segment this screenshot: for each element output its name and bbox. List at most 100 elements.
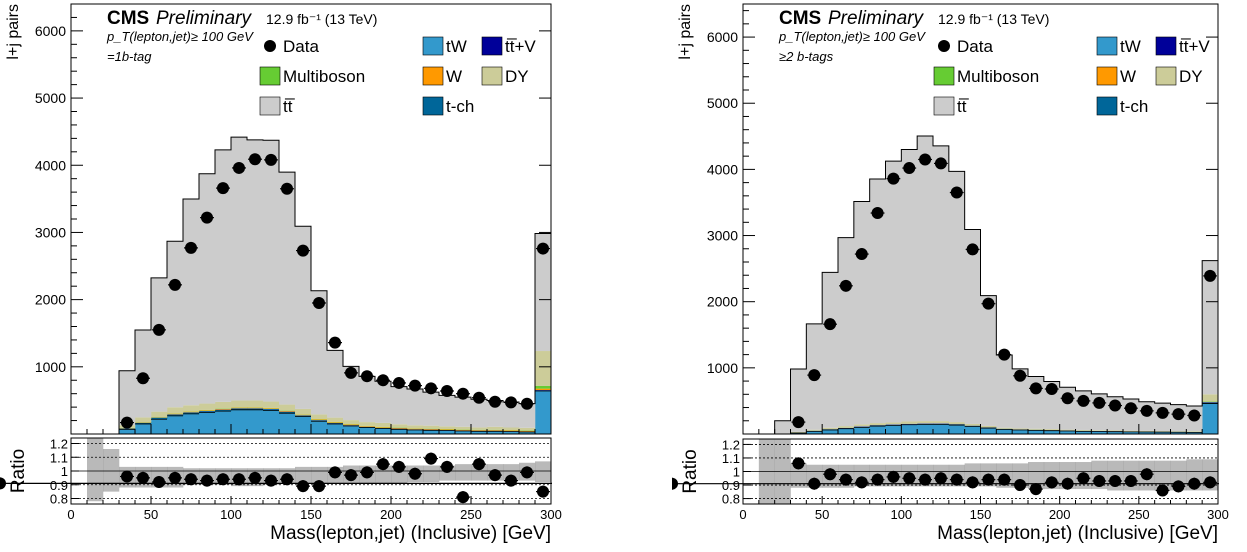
bar-tw-7 [869,426,886,434]
ratio-point-25 [1156,484,1169,497]
legend-data-marker [938,40,950,52]
ratio-band-1 [103,449,120,492]
bar-dy-24 [1138,430,1155,432]
bar-ttbar-22 [439,395,456,427]
data-point-10 [919,153,932,166]
ratio-point-16 [345,469,357,482]
ratio-point-16 [1014,479,1027,492]
bar-dy-4 [822,427,839,430]
bar-ttbar-11 [263,140,280,402]
data-point-9 [233,161,245,174]
xtick-label-2: 100 [890,507,912,522]
ratio-point-6 [185,473,197,486]
bar-tw-4 [822,430,839,434]
ratio-point-4 [824,468,837,481]
data-point-13 [966,243,979,256]
bar-w-25 [487,430,504,431]
bar-ttbar-1 [774,420,791,434]
data-point-25 [1156,406,1169,419]
bar-dy-15 [996,427,1013,429]
ratio-point-18 [1045,476,1058,489]
bar-ttbar-7 [199,173,216,404]
bar-ttbar-16 [1012,368,1029,429]
data-point-16 [1014,369,1027,382]
bar-tch-9 [231,408,248,410]
bar-dy-2 [790,431,807,433]
data-point-11 [934,157,947,170]
bar-tw-10 [247,409,264,434]
data-point-20 [1077,394,1090,407]
bar-dy-18 [1043,429,1060,431]
data-point-22 [441,385,453,397]
legend-multiboson-swatch [259,66,281,86]
ratio-point-20 [1077,472,1090,485]
ytick-label-3: 4000 [35,157,66,173]
bar-tw-3 [135,423,152,434]
data-point-7 [871,207,884,220]
xtick-label-2: 100 [220,507,242,522]
bar-tw-15 [996,429,1013,434]
ratio-point-8 [217,473,229,486]
bar-tw-27 [1186,432,1203,434]
lumi-label: 12.9 fb⁻¹ (13 TeV) [938,11,1049,27]
bar-w-20 [407,428,424,430]
bar-dy-3 [135,417,152,423]
ratio-band-23 [455,464,472,481]
data-point-16 [345,366,357,379]
bar-dy-10 [247,400,264,408]
data-point-5 [169,278,181,291]
selection-label: p_T(lepton,jet)≥ 100 GeV [106,29,254,44]
data-point-4 [824,318,837,331]
legend-dy-label: DY [1179,67,1203,86]
bar-tw-28 [535,391,552,434]
ratio-point-2 [121,470,133,483]
bar-tw-13 [295,416,312,434]
data-point-2 [792,416,805,429]
data-point-18 [1045,383,1058,396]
bar-tch-14 [311,420,328,422]
bar-tw-12 [279,413,296,434]
bar-ttbar-14 [311,290,328,415]
data-point-12 [950,186,963,199]
bar-dy-10 [917,421,934,424]
bar-tch-15 [327,423,344,424]
bar-dy-16 [1012,428,1029,430]
bar-ttv-28 [1202,402,1219,403]
legend-ttv-label: tt̅+V [505,37,536,56]
ratio-point-17 [1029,483,1042,496]
stack-outline [758,135,1219,435]
bar-dy-21 [423,425,440,429]
legend-multiboson-label: Multiboson [283,67,365,86]
xtick-label-4: 200 [1049,507,1071,522]
bar-tch-5 [167,414,184,416]
bar-dy-16 [343,420,360,425]
bar-w-14 [311,419,328,421]
data-point-27 [1188,409,1201,422]
bar-ttbar-28 [1202,260,1219,395]
chart-svg: 1000 2000 3000 4000 5000 6000 0.80.911.11.2 0 50… [0,3,562,544]
ratio-point-7 [871,473,884,486]
data-point-26 [1172,408,1185,421]
bar-ttbar-6 [853,201,870,425]
ytick-label-1: 2000 [35,292,66,308]
ytick-label-0: 1000 [35,359,66,375]
bar-dy-19 [1059,429,1076,431]
bar-ttbar-15 [996,354,1013,428]
ratio-point-26 [1172,480,1185,493]
ratio-ytick-label-3: 1.1 [722,451,740,466]
chart-panel-2btag: 1000 2000 3000 4000 5000 6000 0.8 0.9 1 1.1 1.2 0 50… [672,0,1247,552]
bar-w-24 [471,430,488,431]
ratio-point-29 [672,477,678,490]
bar-tw-15 [327,423,344,434]
bar-w-11 [263,408,280,409]
legend-w-swatch [1096,66,1118,86]
ratio-point-15 [998,473,1011,486]
bar-tw-26 [503,431,520,434]
bar-w-18 [375,427,392,428]
data-point-15 [329,336,341,349]
bar-ttbar-12 [948,171,965,423]
ratio-point-28 [1204,476,1217,489]
bar-tch-7 [199,411,216,413]
ratio-point-9 [903,472,916,485]
bar-tw-13 [964,426,981,434]
